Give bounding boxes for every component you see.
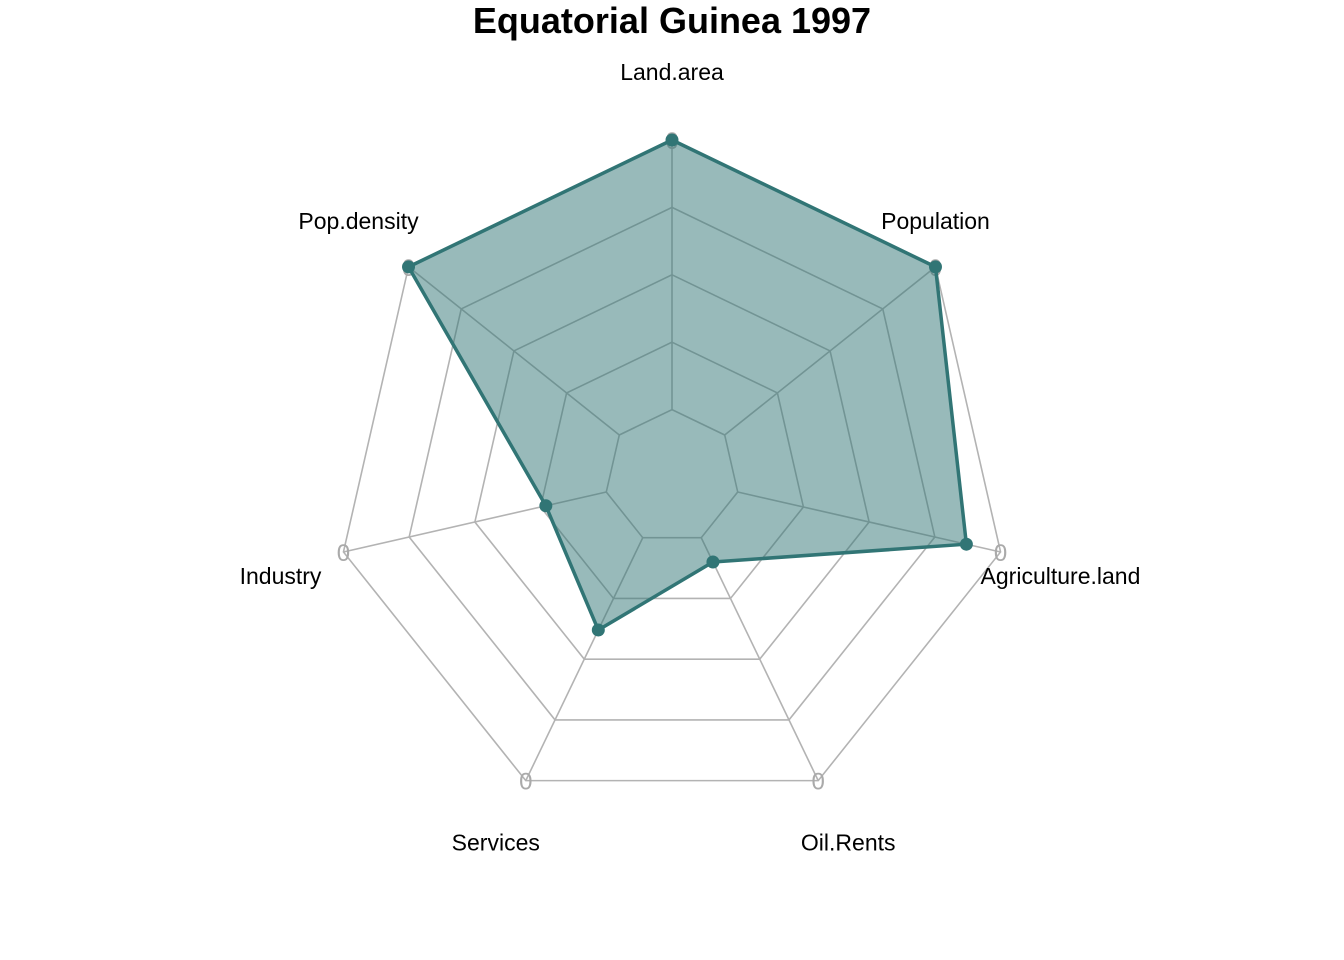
axis-label-land-area: Land.area — [620, 59, 724, 85]
data-point-agriculture-land — [959, 537, 973, 551]
data-point-industry — [539, 499, 553, 513]
axis-label-pop-density: Pop.density — [298, 208, 419, 234]
tick-label-industry: 0 — [337, 540, 350, 567]
axis-label-oil-rents: Oil.Rents — [801, 830, 896, 856]
tick-label-agriculture-land: 0 — [994, 540, 1007, 567]
axis-label-services: Services — [452, 830, 540, 856]
data-point-services — [591, 623, 605, 637]
data-point-land-area — [665, 133, 679, 147]
data-point-population — [928, 260, 942, 274]
axis-label-population: Population — [881, 208, 990, 234]
chart-title: Equatorial Guinea 1997 — [473, 0, 871, 41]
grid-ring-5 — [342, 139, 1002, 782]
axis-label-agriculture-land: Agriculture.land — [981, 563, 1141, 589]
tick-label-services: 0 — [519, 769, 532, 796]
axis-labels: Land.area Population Agriculture.land Oil.R… — [240, 59, 1141, 856]
data-series — [402, 133, 973, 637]
tick-label-oil-rents: 0 — [812, 769, 825, 796]
data-point-oil-rents — [706, 555, 720, 569]
data-point-pop-density — [402, 260, 416, 274]
axis-label-industry: Industry — [240, 563, 322, 589]
spoke-oil-rents — [700, 537, 819, 781]
